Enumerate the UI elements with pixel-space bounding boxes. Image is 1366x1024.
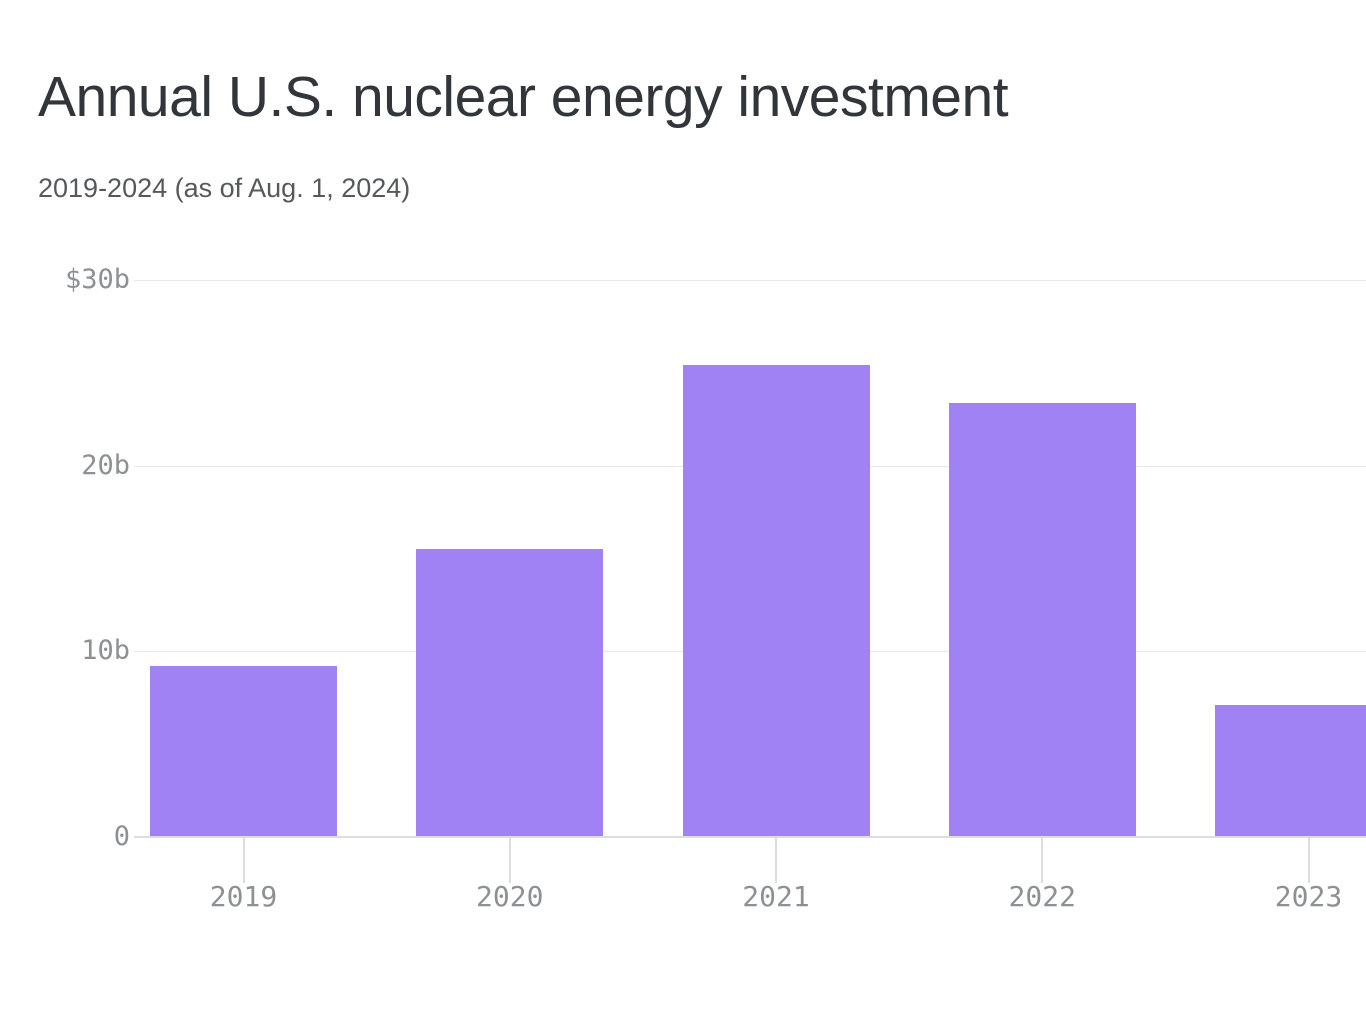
gridline-$30b [134, 280, 1366, 281]
x-axis-label-2022: 2022 [1008, 880, 1076, 913]
chart-subtitle: 2019-2024 (as of Aug. 1, 2024) [38, 173, 411, 203]
x-axis-label-2020: 2020 [476, 880, 544, 913]
bar-2021 [682, 365, 870, 836]
x-axis-line [134, 836, 1366, 838]
bar-2019 [150, 666, 337, 836]
bar-2020 [416, 549, 604, 836]
y-axis-label-10: 10b [81, 635, 130, 667]
x-tick-2023 [1307, 838, 1310, 883]
x-tick-2021 [775, 838, 777, 883]
bar-2022 [948, 402, 1136, 836]
x-axis-label-2021: 2021 [742, 880, 810, 913]
x-axis-label-2019: 2019 [209, 880, 278, 913]
x-axis-label-2023: 2023 [1274, 880, 1343, 913]
y-axis-label-30: $30b [64, 264, 130, 295]
x-tick-2020 [508, 838, 511, 883]
bar-2023 [1215, 705, 1366, 836]
x-tick-2019 [242, 838, 245, 883]
y-axis-label-20: 20b [81, 449, 130, 481]
y-axis-label-0: 0 [113, 821, 130, 852]
chart-title: Annual U.S. nuclear energy investment [38, 65, 1009, 129]
x-tick-2022 [1041, 838, 1044, 883]
